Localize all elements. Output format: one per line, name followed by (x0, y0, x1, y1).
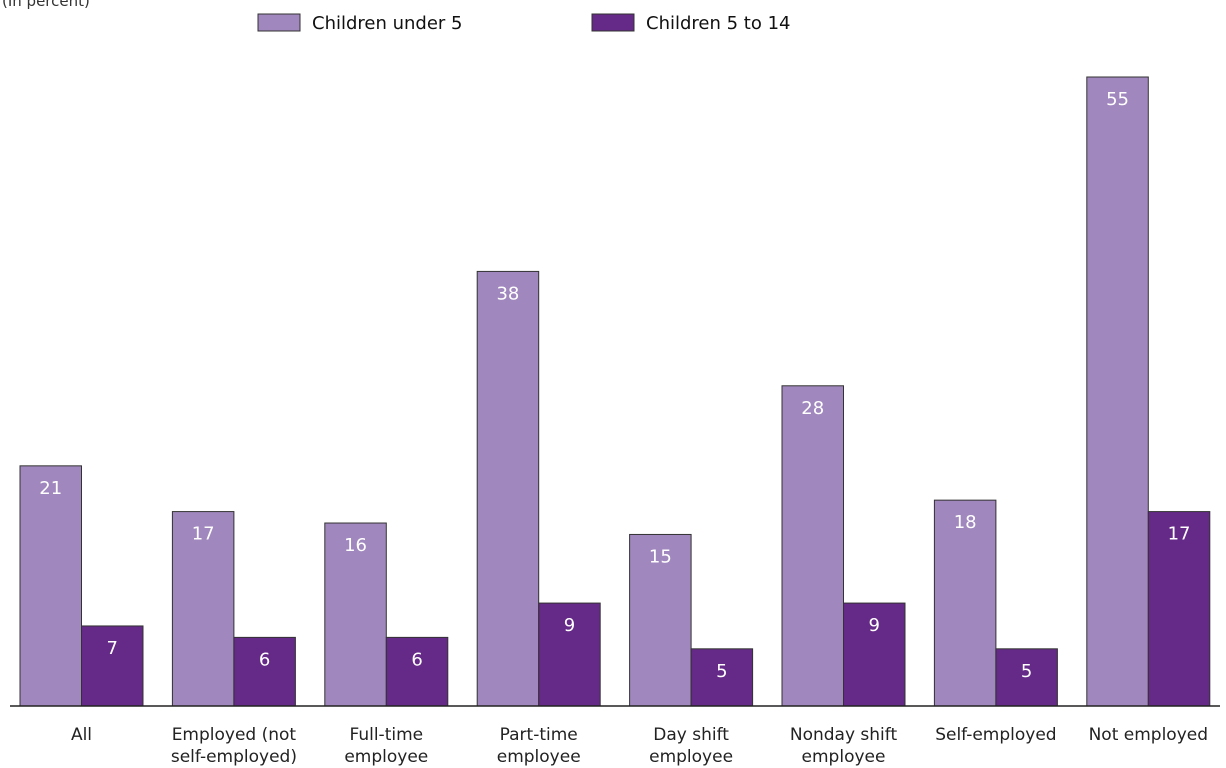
bar-value-label: 6 (259, 649, 270, 670)
category-label: Not employed (1089, 725, 1208, 745)
legend-label: Children 5 to 14 (646, 13, 790, 34)
bar-value-label: 16 (344, 535, 367, 556)
category-labels: All Employed (not self-employed) Full-time e… (71, 725, 1208, 767)
bar-value-label: 7 (107, 638, 118, 659)
bar-value-label: 5 (1021, 661, 1032, 682)
bar (81, 625, 144, 707)
legend-swatch (591, 13, 635, 32)
bar (19, 465, 82, 707)
bar-value-label: 15 (649, 546, 672, 567)
legend: Children under 5 Children 5 to 14 (257, 13, 790, 34)
bar-value-label: 6 (411, 649, 422, 670)
category-label: Employed (not self-employed) (171, 725, 297, 767)
bar-value-label: 21 (39, 478, 62, 499)
bar (690, 648, 754, 707)
bar-value-label: 17 (1168, 524, 1191, 545)
category-label: Self-employed (935, 725, 1056, 745)
bar (1147, 511, 1211, 707)
bar-value-label: 18 (954, 512, 977, 533)
bar-value-label: 38 (496, 283, 519, 304)
legend-label: Children under 5 (312, 13, 463, 34)
category-label: Day shift employee (649, 725, 733, 767)
bar-value-label: 9 (564, 615, 575, 636)
bar (324, 522, 387, 707)
bar-value-label: 28 (801, 398, 824, 419)
bar-value-label: 9 (869, 615, 880, 636)
bar (933, 499, 997, 707)
category-label: Part-time employee (497, 725, 581, 767)
bar (171, 511, 235, 707)
bar-value-label: 17 (192, 524, 215, 545)
bar (629, 533, 692, 707)
unit-label: (In percent) (2, 0, 90, 10)
bar-value-label: 5 (716, 661, 727, 682)
bar (476, 270, 540, 707)
legend-swatch (257, 13, 301, 32)
bar (781, 385, 844, 707)
bar (385, 636, 449, 707)
category-label: Nonday shift employee (790, 725, 898, 767)
category-label: All (71, 725, 92, 745)
bar (233, 636, 296, 707)
bar-value-label: 55 (1106, 89, 1129, 110)
bar (538, 602, 601, 707)
bar (1086, 76, 1149, 707)
category-label: Full-time employee (344, 725, 428, 767)
